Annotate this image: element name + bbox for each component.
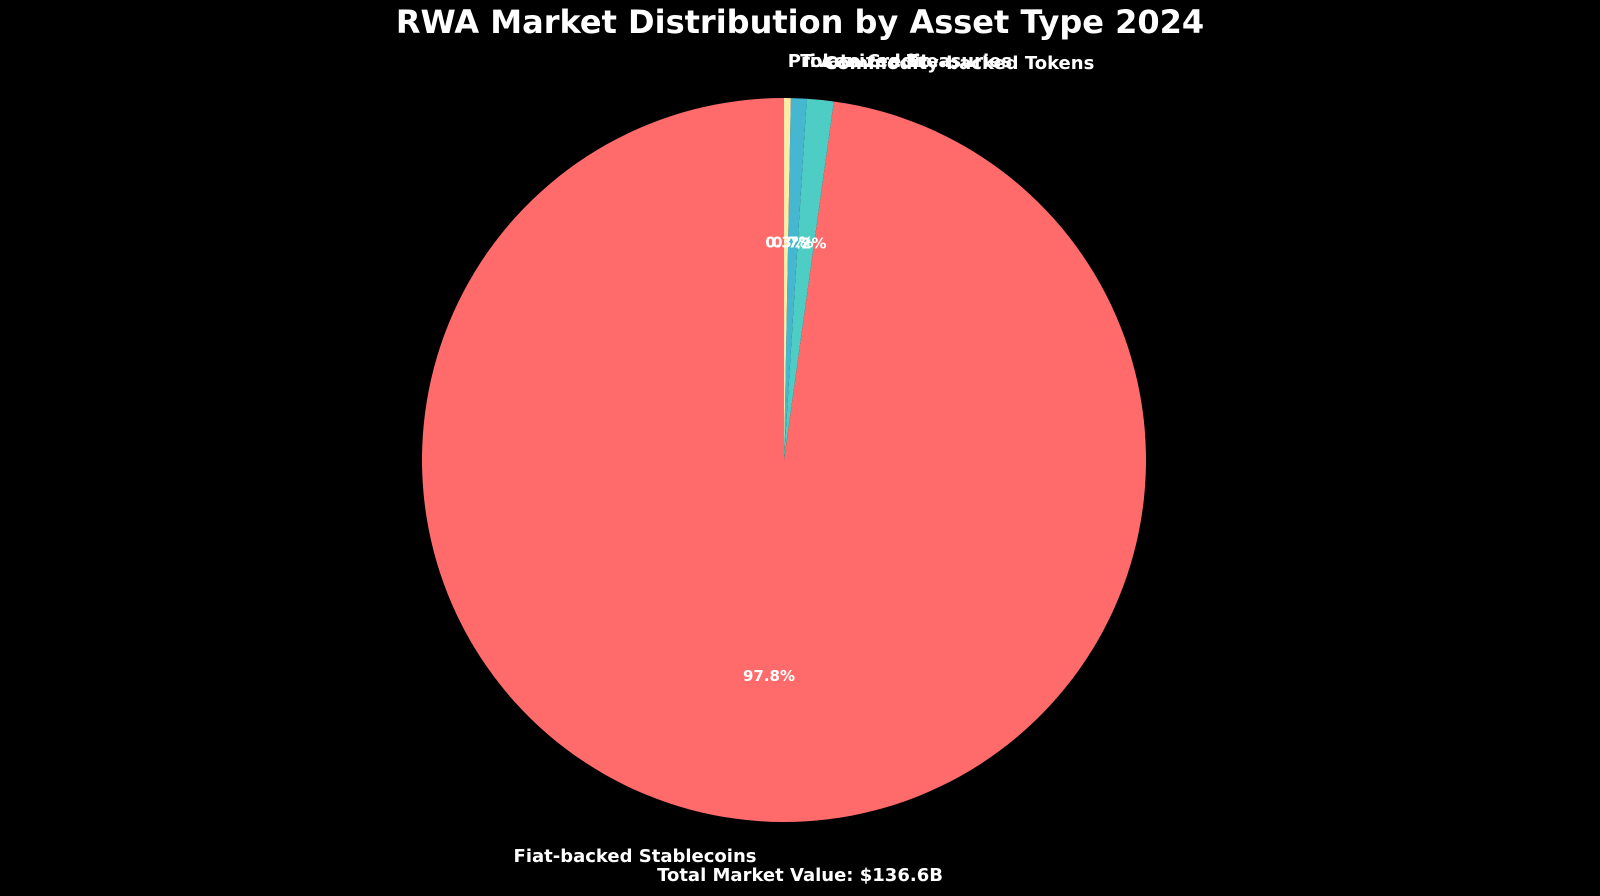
pie-slice (784, 98, 791, 460)
slice-label: Fiat-backed Stablecoins (514, 846, 757, 867)
slice-label: Private Credit (788, 51, 930, 72)
pct-label: 97.8% (743, 667, 795, 685)
pie-slice (784, 98, 807, 461)
pct-label: 0.3% (765, 233, 807, 251)
slice-label: Tokenized Treasuries (800, 51, 1012, 72)
pct-label: 0.7% (772, 233, 814, 251)
pie-slice (422, 98, 1147, 822)
pie-slice (784, 98, 834, 460)
chart-title: RWA Market Distribution by Asset Type 20… (396, 3, 1204, 41)
annotation: Total Market Value: $136.6B (657, 865, 943, 886)
slice-label: Commodity-backed Tokens (824, 53, 1094, 74)
